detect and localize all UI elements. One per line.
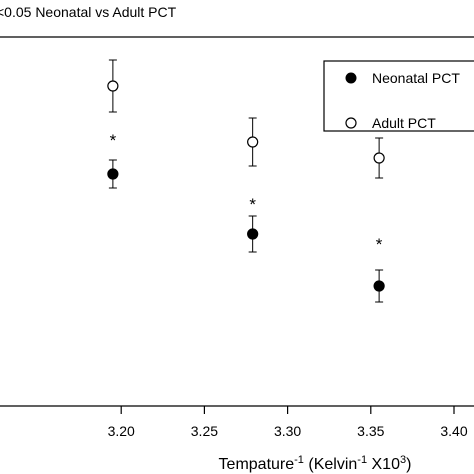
- x-tick-label: 3.30: [274, 423, 301, 439]
- adult-point: [107, 80, 119, 92]
- neonatal-point: [373, 280, 385, 292]
- adult-point: [247, 136, 259, 148]
- significance-marker: *: [110, 131, 117, 150]
- legend-marker-adult: [345, 117, 357, 129]
- x-tick-label: 3.20: [108, 423, 135, 439]
- neonatal-point: [247, 228, 259, 240]
- x-tick-label: 3.25: [191, 423, 218, 439]
- adult-point: [373, 152, 385, 164]
- x-axis-label: Tempature-1 (Kelvin-1 X103): [219, 454, 412, 473]
- neonatal-point: [107, 168, 119, 180]
- x-ticks: 3.20 3.25 3.30 3.35 3.40: [108, 406, 468, 439]
- legend-label-adult: Adult PCT: [372, 115, 436, 131]
- x-tick-label: 3.40: [440, 423, 467, 439]
- chart-annotation: <0.05 Neonatal vs Adult PCT: [0, 4, 177, 20]
- legend: Neonatal PCT Adult PCT: [323, 60, 474, 132]
- data-marks: * * *: [107, 59, 385, 303]
- significance-marker: *: [249, 195, 256, 214]
- significance-marker: *: [376, 235, 383, 254]
- legend-marker-neonatal: [345, 72, 357, 84]
- x-tick-label: 3.35: [357, 423, 384, 439]
- legend-label-neonatal: Neonatal PCT: [372, 70, 460, 86]
